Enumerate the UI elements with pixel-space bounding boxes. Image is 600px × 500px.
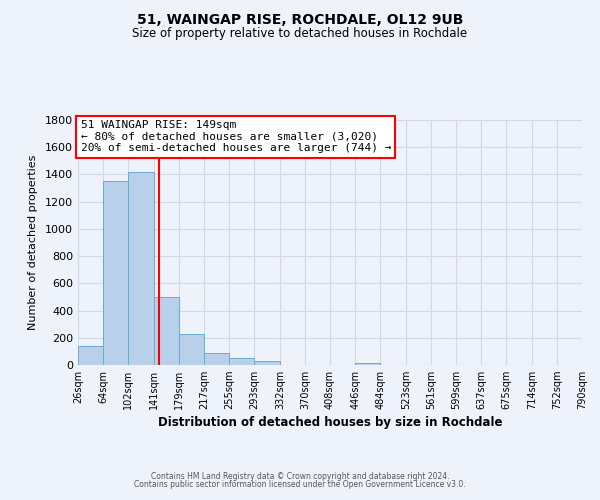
Text: 51 WAINGAP RISE: 149sqm
← 80% of detached houses are smaller (3,020)
20% of semi: 51 WAINGAP RISE: 149sqm ← 80% of detache…	[80, 120, 391, 153]
Text: Contains public sector information licensed under the Open Government Licence v3: Contains public sector information licen…	[134, 480, 466, 489]
Text: Contains HM Land Registry data © Crown copyright and database right 2024.: Contains HM Land Registry data © Crown c…	[151, 472, 449, 481]
Bar	[179, 334, 204, 365]
Bar	[254, 361, 280, 365]
Bar	[204, 354, 229, 365]
Bar	[355, 363, 380, 365]
Text: 51, WAINGAP RISE, ROCHDALE, OL12 9UB: 51, WAINGAP RISE, ROCHDALE, OL12 9UB	[137, 12, 463, 26]
Bar	[78, 346, 103, 365]
X-axis label: Distribution of detached houses by size in Rochdale: Distribution of detached houses by size …	[158, 416, 502, 430]
Bar	[154, 297, 179, 365]
Bar	[103, 180, 128, 365]
Bar	[128, 172, 154, 365]
Text: Size of property relative to detached houses in Rochdale: Size of property relative to detached ho…	[133, 28, 467, 40]
Bar	[229, 358, 254, 365]
Y-axis label: Number of detached properties: Number of detached properties	[28, 155, 38, 330]
